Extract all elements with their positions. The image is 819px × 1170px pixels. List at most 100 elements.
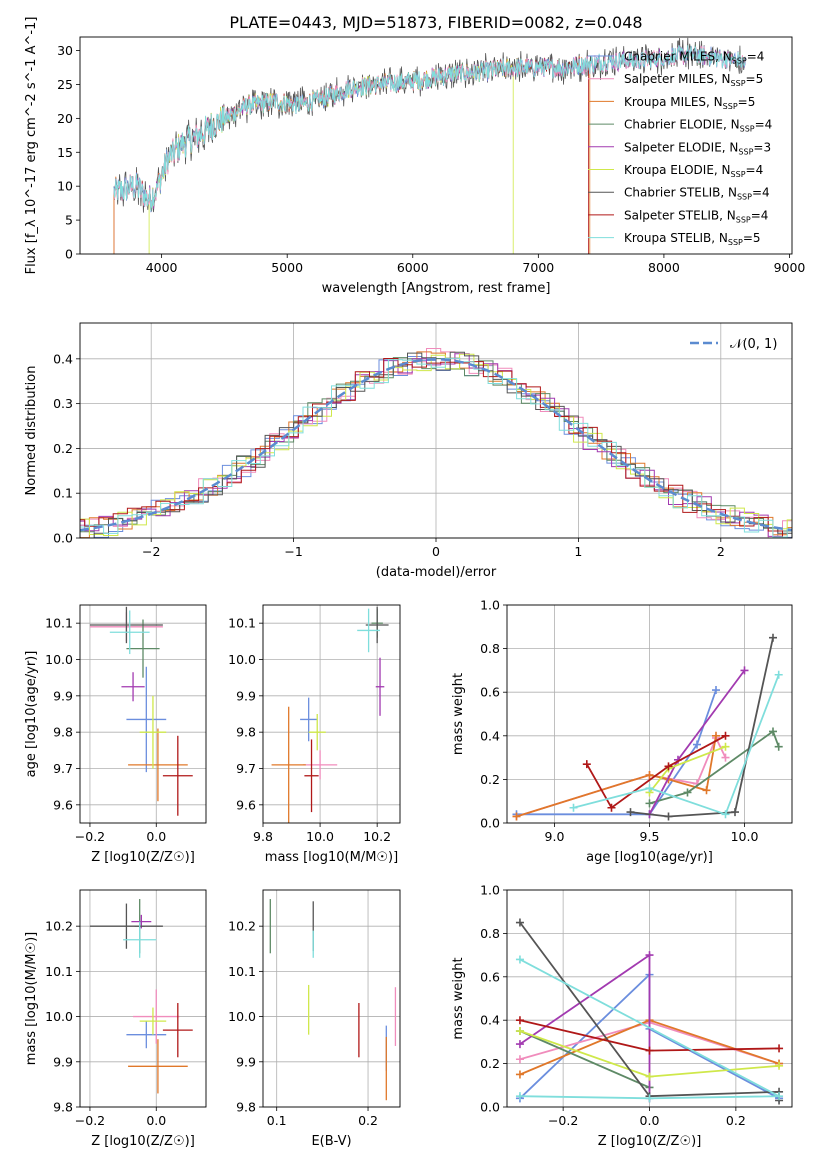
mass-weight-line — [519, 958, 780, 1100]
axes-frame — [79, 322, 793, 539]
y-tick-label: 10.1 — [45, 964, 73, 979]
x-axis-label: E(B-V) — [311, 1134, 351, 1149]
mass-weight-marker — [645, 771, 654, 780]
chart-age-vs-mass: 9.8 10.0 10.2 9.6 9.7 9.8 9.9 10.0 10.1 mass [log… — [228, 604, 401, 865]
legend-label: Kroupa MILES, NSSP=5 — [624, 95, 755, 111]
y-tick-label: 0.0 — [480, 1100, 500, 1115]
y-tick-label: 10.1 — [45, 616, 73, 631]
legend-label: Kroupa STELIB, NSSP=5 — [624, 231, 761, 247]
y-tick-label: 9.8 — [53, 725, 73, 740]
y-tick-label: 9.6 — [236, 797, 256, 812]
y-tick-label: 0.3 — [53, 396, 73, 411]
y-tick-label: 9.8 — [236, 1100, 256, 1115]
mass-weight-marker — [515, 1027, 524, 1036]
y-tick-label: 25 — [57, 77, 73, 92]
x-tick-label: 9.5 — [640, 829, 660, 844]
x-tick-label: 0.2 — [726, 1113, 746, 1128]
legend-label: Chabrier MILES, NSSP=4 — [624, 50, 764, 66]
mass-weight-marker — [645, 1094, 654, 1103]
y-tick-label: 9.9 — [53, 1054, 73, 1069]
y-tick-label: 10.2 — [45, 919, 73, 934]
mass-weight-marker — [645, 1046, 654, 1055]
x-tick-label: 0.0 — [640, 1113, 660, 1128]
y-tick-label: 9.9 — [236, 1054, 256, 1069]
mass-weight-marker — [774, 670, 783, 679]
mass-weight-line — [649, 729, 780, 805]
mass-weight-marker — [664, 812, 673, 821]
y-tick-label: 10.0 — [228, 1009, 256, 1024]
axes-frame — [79, 604, 207, 824]
x-tick-label: 6000 — [397, 260, 429, 275]
y-tick-label: 9.6 — [53, 797, 73, 812]
x-axis-label: (data-model)/error — [376, 565, 497, 580]
mass-weight-line — [519, 1030, 650, 1089]
mass-weight-marker — [515, 918, 524, 927]
plot-area — [271, 606, 389, 823]
y-axis-label: Flux [f_λ 10^-17 erg cm^-2 s^-1 A^-1] — [24, 17, 39, 275]
x-tick-label: 9000 — [774, 260, 806, 275]
y-axis-label: age [log10(age/yr)] — [24, 651, 39, 778]
y-tick-label: 0.6 — [480, 685, 500, 700]
legend-label: Chabrier ELODIE, NSSP=4 — [624, 118, 772, 134]
figure-title: PLATE=0443, MJD=51873, FIBERID=0082, z=0… — [229, 13, 642, 32]
x-tick-label: −0.2 — [75, 1113, 105, 1128]
mass-weight-marker — [645, 784, 654, 793]
x-tick-label: −0.2 — [75, 829, 105, 844]
chart-mass-vs-ebv: 0.1 0.2 9.8 9.9 10.0 10.1 10.2 E(B-V) — [228, 889, 401, 1149]
axes-frame — [262, 604, 401, 824]
chart-residuals: −2 −1 0 1 2 0.0 0.1 0.2 0.3 0.4 (data-model)/error… — [24, 322, 793, 580]
mass-weight-marker — [645, 1072, 654, 1081]
x-tick-label: 0.2 — [358, 1113, 378, 1128]
y-tick-label: 1.0 — [480, 883, 500, 898]
mass-weight-line — [586, 735, 726, 810]
y-tick-label: 0.0 — [480, 816, 500, 831]
mass-weight-line — [630, 637, 774, 818]
mass-weight-marker — [693, 740, 701, 749]
x-tick-label: 0.0 — [146, 1113, 166, 1128]
mass-weight-marker — [774, 742, 783, 751]
mass-weight-marker — [664, 762, 673, 771]
mass-weight-marker — [775, 1092, 784, 1101]
mass-weight-marker — [645, 951, 654, 960]
chart-massweight-vs-age: 9.0 9.5 10.0 0.0 0.2 0.4 0.6 0.8 1.0 age [log10(a… — [451, 598, 793, 865]
mass-weight-marker — [731, 808, 739, 817]
axes-frame — [506, 604, 793, 824]
axes-frame — [79, 889, 207, 1108]
x-tick-label: 0 — [432, 544, 440, 559]
histogram-step — [80, 353, 792, 536]
legend-label: Salpeter STELIB, NSSP=4 — [624, 208, 768, 224]
x-tick-label: 0.1 — [267, 1113, 287, 1128]
mass-weight-marker — [515, 1055, 524, 1064]
mass-weight-marker — [769, 727, 777, 736]
y-tick-label: 0.4 — [53, 351, 73, 366]
x-tick-label: −0.2 — [548, 1113, 578, 1128]
plot-area — [89, 899, 193, 1094]
grid — [263, 890, 400, 1108]
mass-weight-marker — [512, 812, 521, 821]
x-tick-label: 4000 — [146, 260, 178, 275]
spectrum-legend: Chabrier MILES, NSSP=4 Salpeter MILES, NS… — [588, 50, 772, 247]
mass-weight-marker — [775, 1061, 784, 1070]
mass-weight-marker — [712, 731, 720, 740]
legend-label: Salpeter ELODIE, NSSP=3 — [624, 140, 771, 156]
histogram-step — [80, 358, 792, 538]
y-tick-label: 9.7 — [236, 761, 256, 776]
plot-area — [113, 37, 746, 254]
x-tick-label: −1 — [284, 544, 302, 559]
y-tick-label: 9.9 — [53, 688, 73, 703]
y-tick-label: 10.2 — [228, 919, 256, 934]
grid — [80, 890, 206, 1108]
y-tick-label: 0.2 — [480, 772, 500, 787]
legend-label: Salpeter MILES, NSSP=5 — [624, 72, 763, 88]
x-axis-label: mass [log10(M/M☉)] — [265, 850, 398, 865]
axes-frame — [79, 36, 793, 255]
mass-weight-marker — [515, 1040, 524, 1049]
plot-area — [269, 899, 397, 1101]
y-tick-label: 1.0 — [480, 598, 500, 613]
y-tick-label: 0.8 — [480, 641, 500, 656]
histogram-step — [80, 351, 792, 538]
x-axis-label: wavelength [Angstrom, rest frame] — [322, 281, 551, 296]
y-tick-label: 9.8 — [53, 1100, 73, 1115]
mass-weight-marker — [515, 955, 524, 964]
